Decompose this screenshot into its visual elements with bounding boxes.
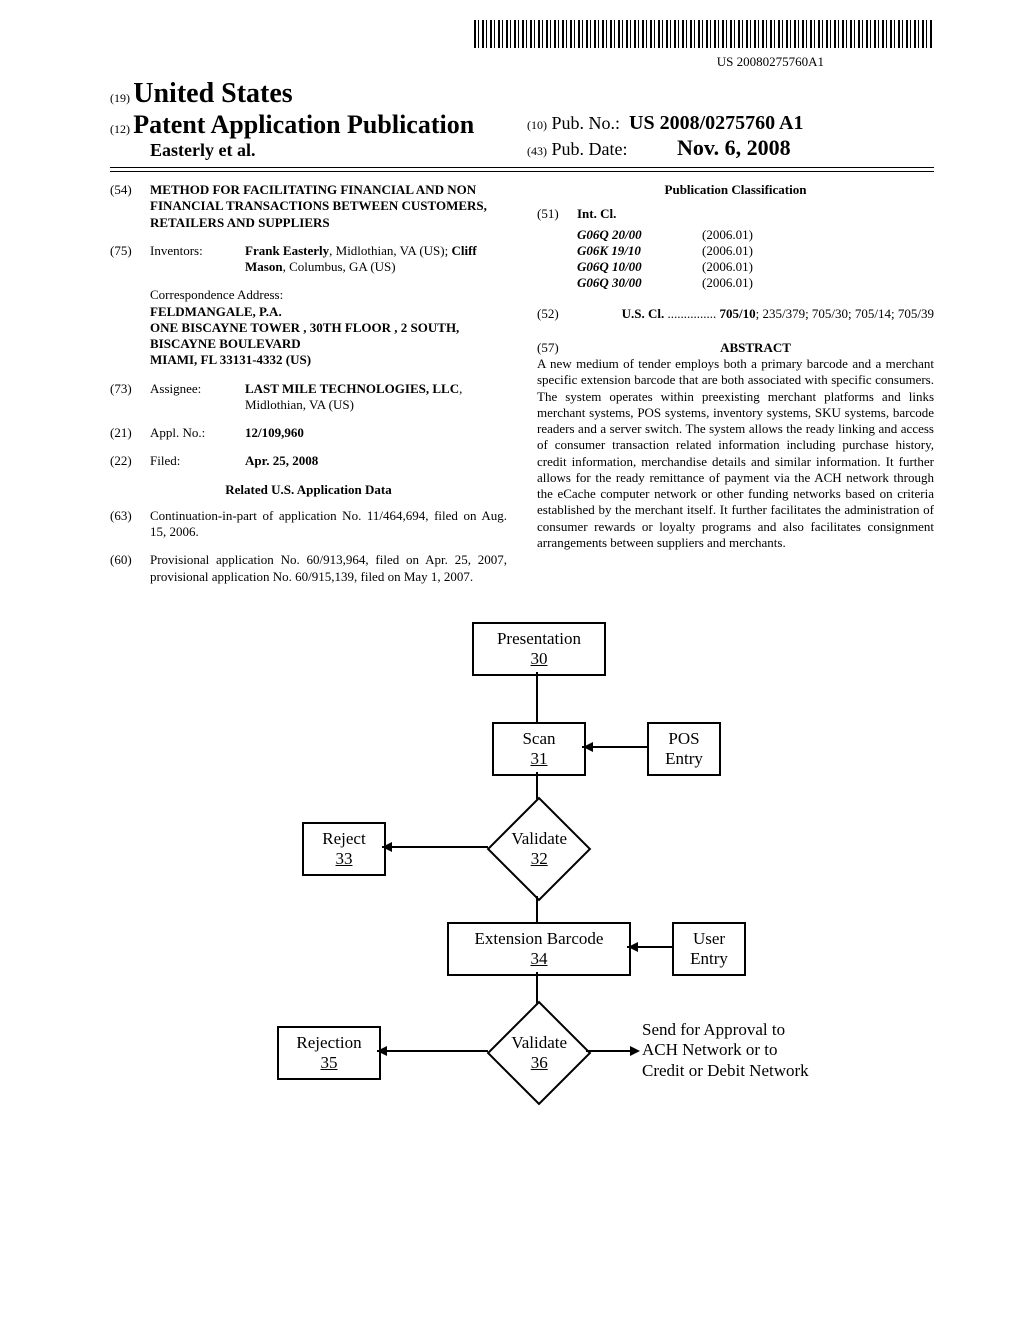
appl-label: Appl. No.:	[150, 425, 245, 441]
intcl-label: Int. Cl.	[577, 206, 934, 222]
node-presentation: Presentation30	[472, 622, 606, 676]
arrowhead-icon	[377, 1046, 387, 1056]
node-extension-barcode: Extension Barcode34	[447, 922, 631, 976]
barcode-icon	[474, 20, 934, 48]
code-pubdate: (43)	[527, 144, 547, 158]
inventors: Frank Easterly, Midlothian, VA (US); Cli…	[245, 243, 507, 276]
intcl-year: (2006.01)	[702, 243, 832, 259]
provisional-text: Provisional application No. 60/913,964, …	[150, 552, 507, 585]
classification-header: Publication Classification	[537, 182, 934, 198]
flowchart-figure: Presentation30 Scan31 POSEntry Validate3…	[212, 622, 832, 1142]
biblio-columns: (54) METHOD FOR FACILITATING FINANCIAL A…	[110, 182, 934, 597]
header-rule	[110, 167, 934, 172]
correspondence: Correspondence Address: FELDMANGALE, P.A…	[110, 287, 507, 368]
title-code: (54)	[110, 182, 150, 231]
edge	[536, 672, 538, 722]
edge	[377, 1050, 488, 1052]
code-pubno: (10)	[527, 118, 547, 132]
edge	[382, 846, 488, 848]
abstract-text: A new medium of tender employs both a pr…	[537, 356, 934, 551]
node-validate-2: Validate36	[487, 1000, 592, 1105]
approval-text: Send for Approval toACH Network or toCre…	[642, 1020, 842, 1081]
intcl-class: G06Q 20/00	[577, 227, 672, 243]
node-scan: Scan31	[492, 722, 586, 776]
code-country: (19)	[110, 91, 130, 105]
corr-label: Correspondence Address:	[150, 287, 507, 303]
filed-code: (22)	[110, 453, 150, 469]
abstract-code: (57)	[537, 340, 577, 356]
invention-title: METHOD FOR FACILITATING FINANCIAL AND NO…	[150, 182, 507, 231]
continuation-text: Continuation-in-part of application No. …	[150, 508, 507, 541]
arrowhead-icon	[630, 1046, 640, 1056]
intcl-class: G06Q 10/00	[577, 259, 672, 275]
cont-code: (63)	[110, 508, 150, 541]
abstract-header: ABSTRACT	[577, 340, 934, 356]
intcl-class: G06Q 30/00	[577, 275, 672, 291]
node-rejection: Rejection35	[277, 1026, 381, 1080]
uscl: U.S. Cl. ............... 705/10; 235/379…	[577, 306, 934, 322]
edge	[586, 1050, 632, 1052]
intcl-year: (2006.01)	[702, 275, 832, 291]
intcl-list: G06Q 20/00(2006.01) G06K 19/10(2006.01) …	[537, 227, 934, 292]
corr-line2: ONE BISCAYNE TOWER , 30TH FLOOR , 2 SOUT…	[150, 320, 507, 353]
pubdate-label: Pub. Date:	[552, 139, 628, 159]
barcode-graphic	[110, 20, 934, 52]
intcl-year: (2006.01)	[702, 227, 832, 243]
assignee-code: (73)	[110, 381, 150, 414]
intcl-year: (2006.01)	[702, 259, 832, 275]
publication-date: Nov. 6, 2008	[677, 135, 791, 160]
pubno-label: Pub. No.:	[552, 113, 621, 133]
patent-page: US 20080275760A1 (19) United States (12)…	[0, 0, 1024, 1172]
assignee: LAST MILE TECHNOLOGIES, LLC, Midlothian,…	[245, 381, 507, 414]
uscl-code: (52)	[537, 306, 577, 322]
node-reject: Reject33	[302, 822, 386, 876]
arrowhead-icon	[382, 842, 392, 852]
related-data-header: Related U.S. Application Data	[110, 482, 507, 498]
inventors-code: (75)	[110, 243, 150, 276]
barcode-text: US 20080275760A1	[110, 54, 934, 70]
arrowhead-icon	[628, 942, 638, 952]
node-pos-entry: POSEntry	[647, 722, 721, 776]
header: (19) United States (12) Patent Applicati…	[110, 78, 934, 161]
publication-number: US 2008/0275760 A1	[629, 112, 803, 134]
application-number: 12/109,960	[245, 425, 507, 441]
author-line: Easterly et al.	[110, 140, 517, 161]
filed-date: Apr. 25, 2008	[245, 453, 507, 469]
country: United States	[133, 78, 292, 109]
intcl-class: G06K 19/10	[577, 243, 672, 259]
node-user-entry: UserEntry	[672, 922, 746, 976]
inventors-label: Inventors:	[150, 243, 245, 276]
code-pubtype: (12)	[110, 122, 130, 136]
corr-line1: FELDMANGALE, P.A.	[150, 304, 507, 320]
corr-line3: MIAMI, FL 33131-4332 (US)	[150, 352, 507, 368]
filed-label: Filed:	[150, 453, 245, 469]
prov-code: (60)	[110, 552, 150, 585]
node-validate-1: Validate32	[487, 796, 592, 901]
publication-type: Patent Application Publication	[133, 110, 474, 139]
assignee-label: Assignee:	[150, 381, 245, 414]
edge	[536, 896, 538, 922]
left-column: (54) METHOD FOR FACILITATING FINANCIAL A…	[110, 182, 507, 597]
right-column: Publication Classification (51) Int. Cl.…	[537, 182, 934, 597]
arrowhead-icon	[583, 742, 593, 752]
intcl-code: (51)	[537, 206, 577, 222]
appl-code: (21)	[110, 425, 150, 441]
